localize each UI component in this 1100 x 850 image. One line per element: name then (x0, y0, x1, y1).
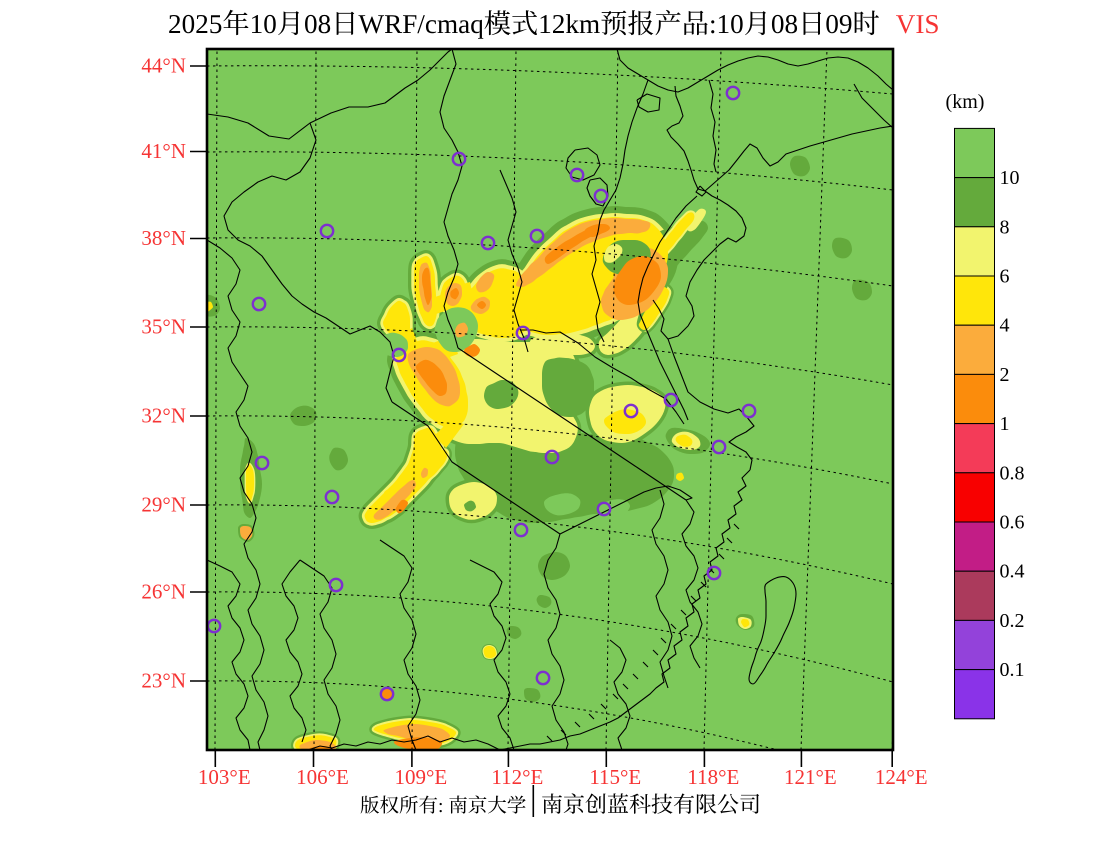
svg-text:0.1: 0.1 (1000, 659, 1025, 681)
svg-text:115°E: 115°E (589, 765, 641, 789)
svg-text:0.4: 0.4 (1000, 561, 1025, 583)
svg-text:103°E: 103°E (198, 765, 251, 789)
svg-text:124°E: 124°E (875, 765, 928, 789)
svg-text:0.8: 0.8 (1000, 462, 1025, 484)
svg-text:10: 10 (1000, 167, 1020, 189)
svg-text:0.6: 0.6 (1000, 512, 1025, 534)
svg-text:26°N: 26°N (141, 580, 186, 604)
svg-text:32°N: 32°N (141, 404, 186, 428)
svg-text:6: 6 (1000, 266, 1010, 288)
svg-text:8: 8 (1000, 216, 1010, 238)
svg-text:4: 4 (1000, 315, 1010, 337)
svg-text:38°N: 38°N (141, 226, 186, 250)
svg-text:121°E: 121°E (784, 765, 837, 789)
svg-text:35°N: 35°N (141, 315, 186, 339)
svg-text:109°E: 109°E (395, 765, 448, 789)
svg-text:23°N: 23°N (141, 669, 186, 693)
svg-text:1: 1 (1000, 413, 1010, 435)
svg-text:44°N: 44°N (141, 54, 186, 78)
svg-text:2: 2 (1000, 364, 1010, 386)
svg-text:0.2: 0.2 (1000, 610, 1025, 632)
svg-text:41°N: 41°N (141, 139, 186, 163)
svg-text:118°E: 118°E (687, 765, 739, 789)
svg-text:29°N: 29°N (141, 493, 186, 517)
svg-text:112°E: 112°E (491, 765, 543, 789)
svg-text:106°E: 106°E (296, 765, 349, 789)
svg-text:(km): (km) (946, 91, 985, 113)
